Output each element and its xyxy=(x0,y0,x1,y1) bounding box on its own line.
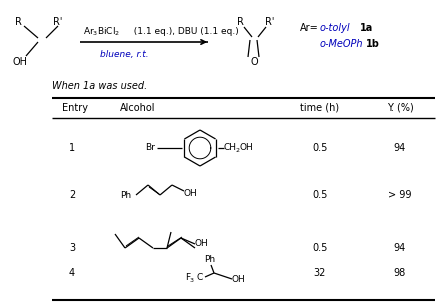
Text: OH: OH xyxy=(12,57,27,67)
Text: bluene, r.t.: bluene, r.t. xyxy=(100,50,148,58)
Text: 1a: 1a xyxy=(360,23,373,33)
Text: OH: OH xyxy=(232,275,246,284)
Text: F: F xyxy=(185,272,190,282)
Text: R: R xyxy=(15,17,21,27)
Text: Alcohol: Alcohol xyxy=(120,103,155,113)
Text: 32: 32 xyxy=(314,268,326,278)
Text: Ph: Ph xyxy=(204,254,216,264)
Text: 2: 2 xyxy=(236,148,240,154)
Text: R': R' xyxy=(265,17,275,27)
Text: 3: 3 xyxy=(190,278,194,282)
Text: OH: OH xyxy=(240,143,254,153)
Text: Ar$_3$BiCl$_2$: Ar$_3$BiCl$_2$ xyxy=(83,26,120,38)
Text: 3: 3 xyxy=(69,243,75,253)
Text: o-tolyl: o-tolyl xyxy=(320,23,350,33)
Text: Y. (%): Y. (%) xyxy=(387,103,413,113)
Text: 0.5: 0.5 xyxy=(312,190,328,200)
Text: Br: Br xyxy=(145,143,155,153)
Text: Ph: Ph xyxy=(120,191,131,199)
Text: 4: 4 xyxy=(69,268,75,278)
Text: 98: 98 xyxy=(394,268,406,278)
Text: C: C xyxy=(197,272,203,282)
Text: time (h): time (h) xyxy=(300,103,340,113)
Text: 0.5: 0.5 xyxy=(312,143,328,153)
Text: O: O xyxy=(250,57,258,67)
Text: 94: 94 xyxy=(394,143,406,153)
Text: > 99: > 99 xyxy=(388,190,412,200)
Text: R: R xyxy=(237,17,244,27)
Text: 1: 1 xyxy=(69,143,75,153)
Text: OH: OH xyxy=(195,240,209,248)
Text: OH: OH xyxy=(184,188,198,198)
Text: 0.5: 0.5 xyxy=(312,243,328,253)
Text: CH: CH xyxy=(224,143,237,153)
Text: Entry: Entry xyxy=(62,103,88,113)
Text: R': R' xyxy=(53,17,63,27)
Text: Ar=: Ar= xyxy=(300,23,319,33)
Text: o-MeOPh: o-MeOPh xyxy=(320,39,364,49)
Text: When 1a was used.: When 1a was used. xyxy=(52,81,147,91)
Text: 1b: 1b xyxy=(366,39,380,49)
Text: 2: 2 xyxy=(69,190,75,200)
Text: 94: 94 xyxy=(394,243,406,253)
Text: (1.1 eq.), DBU (1.1 eq.): (1.1 eq.), DBU (1.1 eq.) xyxy=(128,27,239,36)
